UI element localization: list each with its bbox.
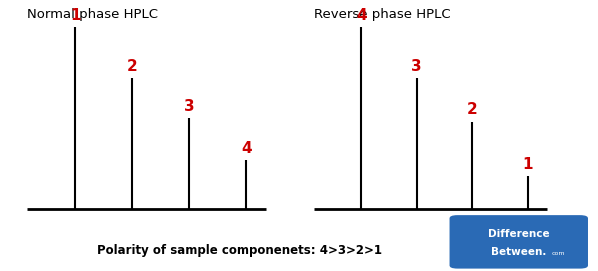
- Text: Normal phase HPLC: Normal phase HPLC: [27, 8, 158, 21]
- Text: 3: 3: [411, 59, 422, 74]
- Text: 2: 2: [127, 59, 138, 74]
- FancyBboxPatch shape: [448, 214, 589, 270]
- Text: 1: 1: [70, 8, 81, 23]
- Text: 4: 4: [356, 8, 367, 23]
- Text: 2: 2: [467, 102, 478, 117]
- Text: Difference: Difference: [488, 229, 550, 239]
- Text: 3: 3: [184, 99, 194, 114]
- Text: 1: 1: [523, 157, 533, 172]
- Text: com: com: [552, 251, 565, 256]
- Text: Reverse phase HPLC: Reverse phase HPLC: [314, 8, 450, 21]
- Text: 4: 4: [241, 141, 252, 156]
- Text: Polarity of sample componenets: 4>3>2>1: Polarity of sample componenets: 4>3>2>1: [97, 244, 382, 257]
- Text: Between.: Between.: [491, 247, 547, 257]
